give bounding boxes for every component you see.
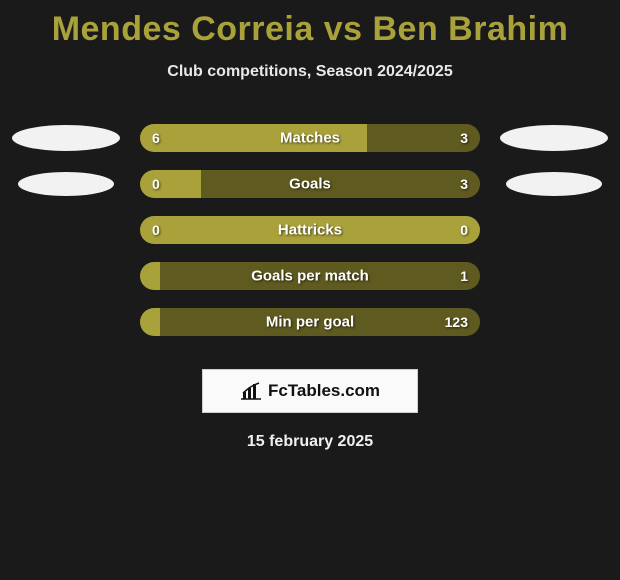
left-slot — [6, 125, 126, 151]
player-ellipse-right — [506, 172, 602, 196]
bar-left-fill — [140, 308, 160, 336]
bar-chart-icon — [240, 382, 262, 400]
stat-rows: 6 Matches 3 0 Goals 3 0 Hattricks — [0, 115, 620, 345]
date-text: 15 february 2025 — [0, 433, 620, 451]
right-slot — [494, 172, 614, 196]
player-ellipse-left — [12, 125, 120, 151]
stat-bar: 0 Hattricks 0 — [140, 216, 480, 244]
stat-row: 0 Hattricks 0 — [0, 207, 620, 253]
bar-right-fill — [367, 124, 480, 152]
page-title: Mendes Correia vs Ben Brahim — [0, 0, 620, 49]
stat-bar: Goals per match 1 — [140, 262, 480, 290]
page-subtitle: Club competitions, Season 2024/2025 — [0, 63, 620, 81]
bar-left-fill — [140, 262, 160, 290]
player-ellipse-right — [500, 125, 608, 151]
right-slot — [494, 125, 614, 151]
stat-row: Goals per match 1 — [0, 253, 620, 299]
stat-bar: 6 Matches 3 — [140, 124, 480, 152]
brand-badge: FcTables.com — [202, 369, 418, 413]
left-slot — [6, 172, 126, 196]
stat-row: 6 Matches 3 — [0, 115, 620, 161]
bar-right-fill — [160, 308, 480, 336]
bar-right-fill — [201, 170, 480, 198]
stat-row: Min per goal 123 — [0, 299, 620, 345]
bar-left-fill — [140, 216, 480, 244]
stat-bar: Min per goal 123 — [140, 308, 480, 336]
bar-left-fill — [140, 170, 201, 198]
stat-row: 0 Goals 3 — [0, 161, 620, 207]
bar-right-fill — [160, 262, 480, 290]
bar-left-fill — [140, 124, 367, 152]
stat-bar: 0 Goals 3 — [140, 170, 480, 198]
player-ellipse-left — [18, 172, 114, 196]
brand-text: FcTables.com — [268, 381, 380, 401]
